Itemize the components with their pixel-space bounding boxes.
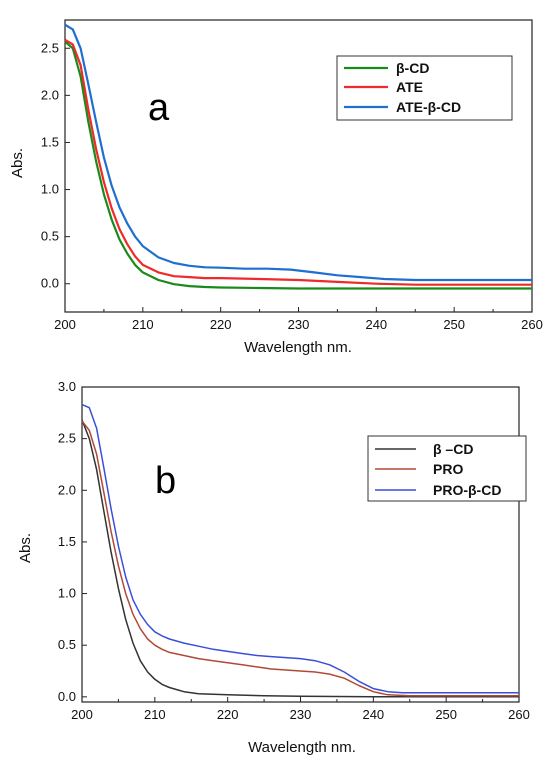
y-axis-label-a: Abs. (9, 148, 26, 178)
legend-label: PRO (433, 461, 463, 477)
chart-panel-b: 200 210 220 230 240 250 260 0.0 0.5 1.0 1.5 2.0 2.5… (17, 379, 530, 756)
panel-label-a: a (148, 87, 170, 129)
y-tick-label: 2.0 (58, 482, 76, 497)
y-axis-label-b: Abs. (17, 533, 34, 563)
y-tick-label: 3.0 (58, 379, 76, 394)
legend-a: β-CD ATE ATE-β-CD (336, 55, 513, 121)
series-line-2 (81, 420, 519, 697)
x-tick-label: 230 (288, 317, 310, 332)
series-line-3 (64, 23, 532, 282)
x-tick-label: 250 (443, 317, 465, 332)
legend-b: β –CD PRO PRO-β-CD (367, 435, 527, 502)
legend-label: β-CD (396, 60, 429, 76)
legend-label: PRO-β-CD (433, 482, 501, 498)
x-tick-label: 260 (508, 707, 530, 722)
legend-label: β –CD (433, 441, 473, 457)
y-tick-label: 0.5 (58, 637, 76, 652)
x-axis-a: 200 210 220 230 240 250 260 (54, 307, 543, 332)
series-line-1 (81, 419, 519, 698)
y-tick-label: 1.5 (58, 534, 76, 549)
panel-label-b: b (155, 460, 176, 502)
y-tick-label: 1.5 (41, 134, 59, 149)
y-tick-label: 2.5 (58, 431, 76, 446)
y-tick-label: 2.5 (41, 40, 59, 55)
x-tick-label: 220 (217, 707, 239, 722)
y-tick-label: 1.0 (41, 182, 59, 197)
chart-panel-a: 200 210 220 230 240 250 260 0.0 0.5 1.0 1.5 2.0 2.5… (9, 19, 543, 356)
x-tick-label: 230 (290, 707, 312, 722)
x-tick-label: 220 (210, 317, 232, 332)
x-axis-label-a: Wavelength nm. (244, 339, 352, 356)
series-line-2 (64, 38, 532, 286)
plot-area-b (81, 386, 520, 703)
series-group-b (81, 403, 519, 698)
series-line-1 (64, 40, 532, 290)
y-tick-label: 0.0 (41, 276, 59, 291)
y-tick-label: 1.0 (58, 586, 76, 601)
x-tick-label: 200 (54, 317, 76, 332)
x-tick-label: 260 (521, 317, 543, 332)
x-axis-label-b: Wavelength nm. (248, 739, 356, 756)
x-tick-label: 200 (71, 707, 93, 722)
x-tick-label: 240 (365, 317, 387, 332)
y-tick-label: 0.0 (58, 689, 76, 704)
x-axis-b: 200 210 220 230 240 250 260 (71, 697, 530, 722)
y-tick-label: 0.5 (41, 229, 59, 244)
y-tick-label: 2.0 (41, 87, 59, 102)
x-tick-label: 240 (362, 707, 384, 722)
x-tick-label: 210 (144, 707, 166, 722)
legend-label: ATE (396, 79, 423, 95)
series-line-3 (81, 403, 519, 694)
x-tick-label: 210 (132, 317, 154, 332)
y-axis-a: 0.0 0.5 1.0 1.5 2.0 2.5 (41, 40, 70, 291)
legend-label: ATE-β-CD (396, 99, 461, 115)
series-group-a (64, 23, 532, 290)
y-axis-b: 0.0 0.5 1.0 1.5 2.0 2.5 3.0 (58, 379, 87, 704)
x-tick-label: 250 (435, 707, 457, 722)
